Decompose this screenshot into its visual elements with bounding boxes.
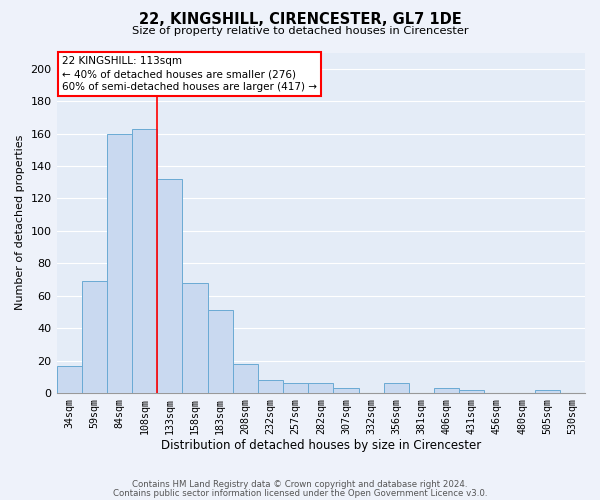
Bar xyxy=(233,364,258,393)
Bar xyxy=(334,388,359,393)
Y-axis label: Number of detached properties: Number of detached properties xyxy=(15,135,25,310)
Bar xyxy=(82,281,107,393)
X-axis label: Distribution of detached houses by size in Cirencester: Distribution of detached houses by size … xyxy=(161,440,481,452)
Bar xyxy=(157,179,182,393)
Text: 22 KINGSHILL: 113sqm
← 40% of detached houses are smaller (276)
60% of semi-deta: 22 KINGSHILL: 113sqm ← 40% of detached h… xyxy=(62,56,317,92)
Bar xyxy=(434,388,459,393)
Text: 22, KINGSHILL, CIRENCESTER, GL7 1DE: 22, KINGSHILL, CIRENCESTER, GL7 1DE xyxy=(139,12,461,28)
Bar xyxy=(182,283,208,393)
Text: Contains HM Land Registry data © Crown copyright and database right 2024.: Contains HM Land Registry data © Crown c… xyxy=(132,480,468,489)
Bar xyxy=(208,310,233,393)
Bar xyxy=(535,390,560,393)
Text: Contains public sector information licensed under the Open Government Licence v3: Contains public sector information licen… xyxy=(113,488,487,498)
Bar xyxy=(107,134,132,393)
Bar xyxy=(308,384,334,393)
Bar xyxy=(459,390,484,393)
Bar xyxy=(56,366,82,393)
Text: Size of property relative to detached houses in Cirencester: Size of property relative to detached ho… xyxy=(131,26,469,36)
Bar xyxy=(132,128,157,393)
Bar xyxy=(283,384,308,393)
Bar xyxy=(258,380,283,393)
Bar xyxy=(383,384,409,393)
